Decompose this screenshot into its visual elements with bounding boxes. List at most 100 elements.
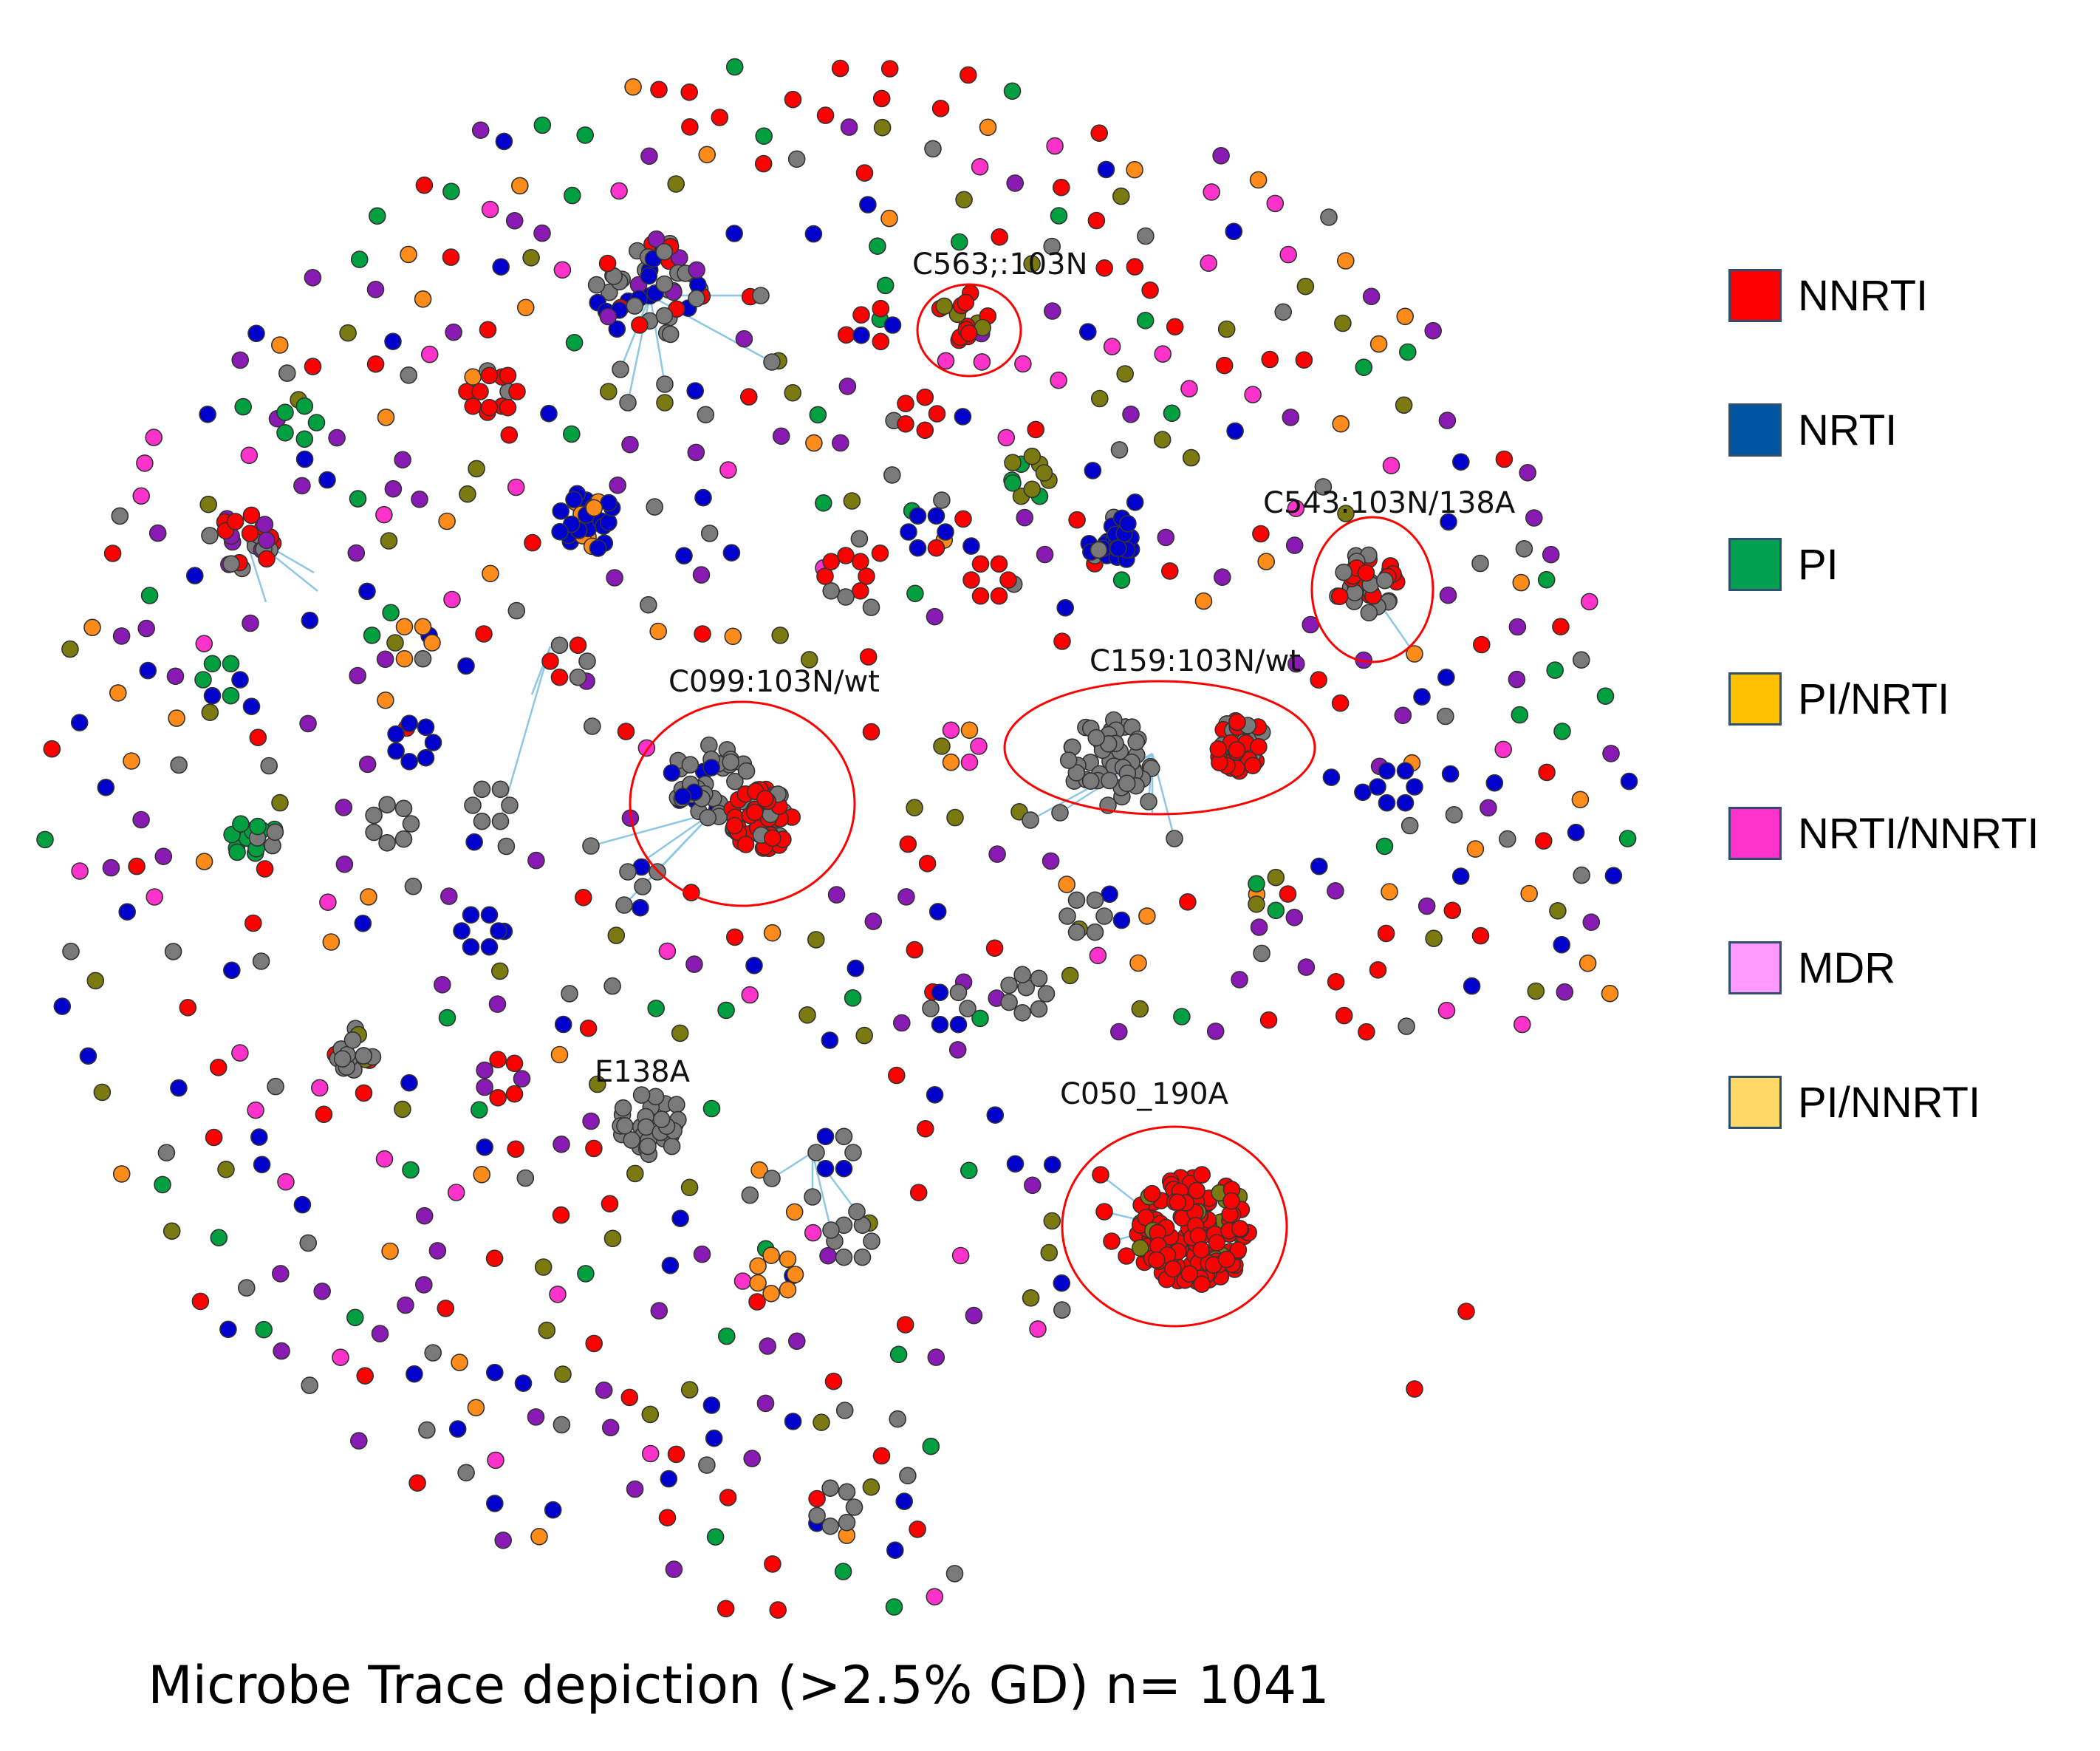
singleton-node — [1253, 944, 1270, 963]
cluster-c543-node — [1406, 645, 1423, 663]
left-hub-cluster-node — [258, 531, 276, 550]
gray-hub-cluster — [655, 242, 674, 261]
cluster-c563-ring — [916, 283, 1022, 378]
small-cluster-node — [922, 1000, 940, 1017]
small-cluster-node — [1004, 474, 1022, 492]
small-cluster-node — [844, 1144, 862, 1161]
singleton-node — [837, 326, 855, 344]
singleton-node — [234, 397, 253, 416]
small-cluster-node — [462, 906, 480, 924]
small-cluster-node — [835, 1127, 853, 1146]
singleton-node — [609, 476, 627, 494]
singleton-node — [576, 126, 595, 144]
singleton-node — [855, 1026, 873, 1045]
small-cluster-node — [909, 507, 927, 525]
singleton-node — [146, 888, 163, 906]
cluster-c099-node — [722, 753, 740, 771]
mixed-cluster-node — [333, 1050, 352, 1068]
left-hub-cluster-node — [242, 506, 261, 525]
singleton-node — [118, 903, 136, 921]
singleton-node — [1053, 632, 1071, 650]
small-cluster-node — [749, 1274, 767, 1292]
singleton-node — [242, 614, 259, 632]
left-hub-cluster-node — [226, 513, 244, 530]
legend-swatch-nrti — [1728, 403, 1782, 457]
singleton-node — [111, 507, 129, 525]
small-cluster-node — [417, 748, 435, 767]
singleton-node — [428, 1242, 447, 1260]
small-cluster-node — [550, 668, 569, 686]
singleton-node — [954, 408, 972, 426]
cluster-c159-node — [1051, 804, 1069, 822]
singleton-node — [1604, 867, 1623, 884]
singleton-node — [692, 566, 711, 584]
singleton-node — [1310, 857, 1328, 876]
cluster-c050-node — [1231, 1220, 1249, 1238]
singleton-node — [838, 378, 857, 395]
cluster-c099-node — [764, 829, 781, 847]
singleton-node — [471, 121, 490, 139]
singleton-node — [706, 1528, 725, 1546]
singleton-node — [1058, 876, 1075, 893]
singleton-node — [788, 1332, 806, 1351]
singleton-node — [1394, 706, 1412, 725]
singleton-node — [1579, 955, 1597, 972]
singleton-node — [510, 177, 529, 195]
singleton-node — [722, 544, 741, 562]
small-cluster-node — [1058, 907, 1076, 925]
singleton-node — [255, 1320, 273, 1339]
cluster-c050-node — [1188, 1181, 1205, 1200]
singleton-node — [885, 1598, 903, 1616]
singleton-node — [1194, 592, 1213, 610]
singleton-node — [1601, 984, 1619, 1003]
singleton-node — [1417, 897, 1436, 915]
cluster-c099-node — [756, 790, 774, 808]
singleton-node — [247, 324, 265, 343]
small-cluster-node — [578, 652, 596, 670]
small-cluster-node — [499, 398, 517, 417]
singleton-node — [965, 1306, 983, 1325]
singleton-node — [906, 799, 923, 816]
singleton-node — [1296, 277, 1315, 296]
singleton-node — [451, 1354, 468, 1371]
cluster-c050-node — [1193, 1166, 1211, 1184]
singleton-node — [798, 1006, 816, 1024]
singleton-node — [201, 527, 219, 545]
singleton-node — [1377, 924, 1395, 943]
singleton-node — [954, 510, 972, 528]
singleton-node — [647, 1000, 666, 1017]
small-cluster-node — [276, 403, 294, 422]
singleton-node — [1322, 768, 1341, 786]
singleton-node — [1006, 174, 1024, 192]
gray-hub-cluster — [647, 230, 666, 248]
small-cluster-node — [400, 753, 418, 771]
singleton-node — [1274, 303, 1292, 321]
cluster-c050-node — [1217, 1250, 1236, 1269]
singleton-node — [1036, 545, 1054, 564]
singleton-node — [985, 939, 1004, 958]
singleton-node — [1451, 867, 1470, 885]
singleton-node — [1050, 207, 1068, 225]
singleton-node — [79, 1047, 98, 1065]
small-cluster-node — [1406, 778, 1423, 796]
singleton-node — [1297, 958, 1316, 976]
small-cluster-node — [949, 983, 968, 1002]
small-cluster-node — [222, 686, 240, 705]
small-cluster-node — [1086, 891, 1104, 909]
legend-swatch-pi-nnrti — [1728, 1076, 1782, 1129]
singleton-node — [667, 1445, 685, 1464]
small-cluster-node — [378, 834, 396, 852]
singleton-node — [1567, 823, 1585, 842]
singleton-node — [626, 1164, 644, 1183]
small-cluster-node — [541, 652, 559, 670]
singleton-node — [1050, 371, 1067, 389]
mixed-cluster-node — [343, 1031, 362, 1049]
singleton-node — [527, 851, 545, 870]
singleton-node — [1499, 830, 1516, 848]
singleton-node — [295, 450, 314, 468]
singleton-node — [1101, 885, 1118, 904]
singleton-node — [926, 1588, 944, 1605]
singleton-node — [621, 435, 639, 454]
singleton-node — [1173, 1008, 1191, 1025]
singleton-node — [1053, 178, 1070, 197]
